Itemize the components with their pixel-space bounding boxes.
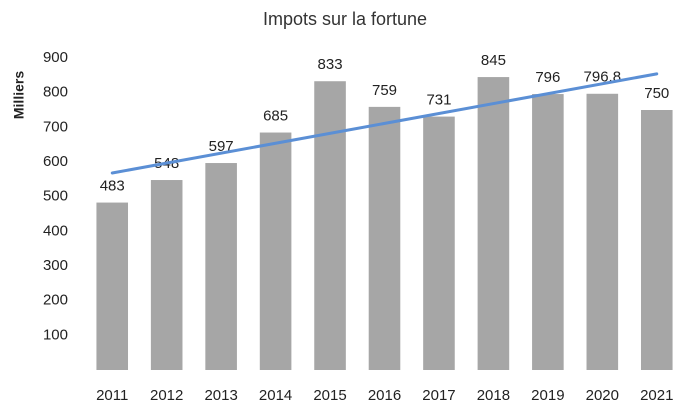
y-tick-label: 700: [43, 118, 68, 135]
bar: [477, 77, 510, 371]
x-tick-label: 2016: [368, 387, 401, 404]
y-tick-label: 500: [43, 188, 68, 205]
bar: [423, 116, 455, 370]
x-tick-label: 2013: [204, 387, 237, 404]
y-tick-label: 900: [43, 49, 68, 66]
x-tick-label: 2019: [531, 387, 564, 404]
x-tick-label: 2014: [259, 387, 292, 404]
x-tick-label: 2017: [422, 387, 455, 404]
bar: [640, 110, 673, 370]
data-label: 731: [426, 92, 451, 109]
y-tick-label: 800: [43, 84, 68, 101]
y-tick-label: 200: [43, 292, 68, 309]
x-tick-label: 2011: [96, 387, 128, 404]
y-tick-label: 600: [43, 153, 68, 170]
data-label: 483: [100, 178, 125, 195]
y-tick-label: 300: [43, 257, 68, 274]
bar: [150, 180, 183, 370]
bar: [96, 202, 129, 370]
y-axis-label: Milliers: [11, 71, 27, 119]
data-label: 796: [535, 69, 560, 86]
x-tick-label: 2021: [640, 387, 673, 404]
x-tick-label: 2015: [313, 387, 346, 404]
bar: [586, 93, 619, 370]
bar: [532, 94, 564, 370]
x-tick-label: 2018: [477, 387, 510, 404]
data-label: 759: [372, 82, 397, 99]
bar: [368, 106, 401, 370]
y-tick-label: 100: [43, 326, 68, 343]
bar: [314, 81, 346, 370]
trendline: [110, 72, 659, 175]
data-label: 845: [481, 52, 506, 69]
chart-title: Impots sur la fortune: [263, 9, 427, 29]
data-label: 833: [318, 56, 343, 73]
data-label: 685: [263, 108, 288, 125]
data-label: 750: [644, 85, 669, 102]
bar: [205, 163, 237, 370]
x-tick-label: 2020: [586, 387, 619, 404]
bar: [259, 132, 292, 370]
x-tick-label: 2012: [150, 387, 183, 404]
y-tick-label: 400: [43, 222, 68, 239]
